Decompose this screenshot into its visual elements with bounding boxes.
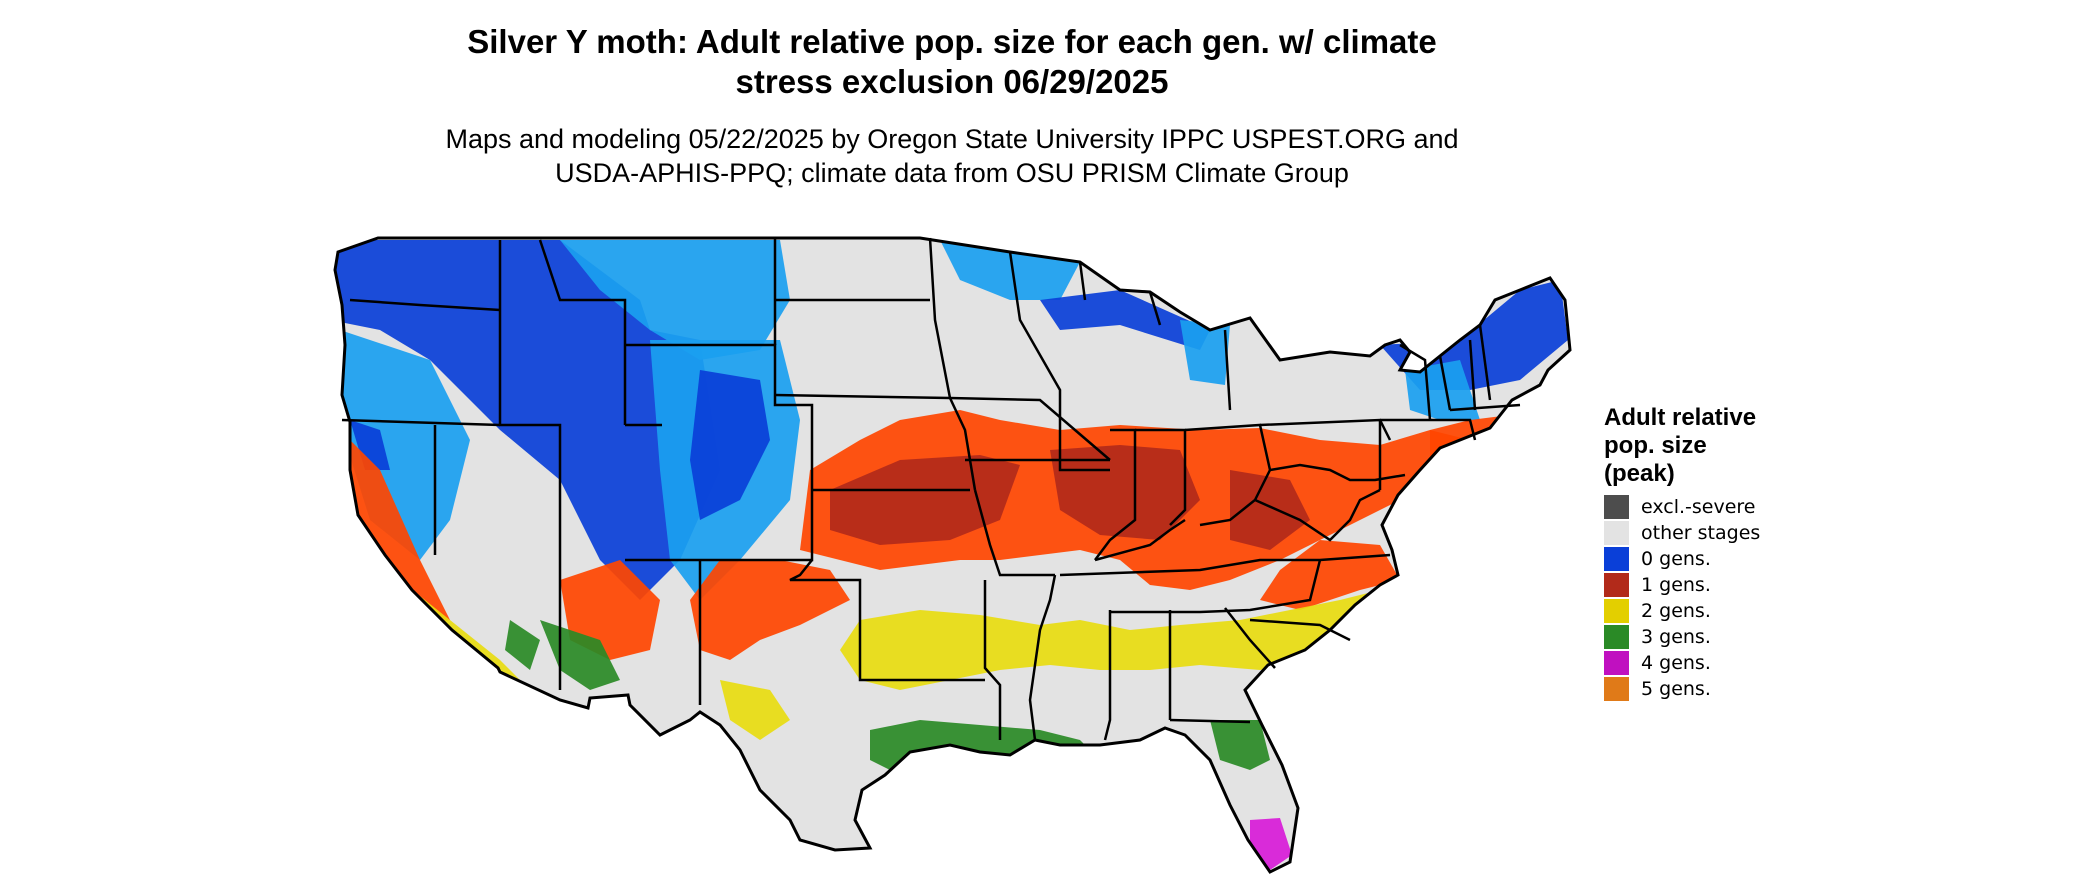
legend-swatch-1-gens (1604, 573, 1629, 597)
legend-swatch-5-gens (1604, 677, 1629, 701)
legend-item-2-gens: 2 gens. (1604, 598, 1760, 624)
zone-4-gens (860, 800, 1292, 870)
map-title-line-1: Silver Y moth: Adult relative pop. size … (467, 23, 1437, 60)
map-title-line-2: stress exclusion 06/29/2025 (735, 63, 1169, 100)
zone-0-gens (335, 240, 1568, 600)
legend: Adult relative pop. size (peak) excl.-se… (1604, 404, 1760, 702)
legend-item-5-gens: 5 gens. (1604, 676, 1760, 702)
legend-label-0-gens: 0 gens. (1641, 548, 1711, 570)
legend-label-other-stages: other stages (1641, 522, 1761, 544)
legend-swatch-other-stages (1604, 521, 1629, 545)
legend-label-excl-severe: excl.-severe (1641, 496, 1756, 518)
map-subtitle-line-2: USDA-APHIS-PPQ; climate data from OSU PR… (555, 158, 1349, 188)
legend-swatch-3-gens (1604, 625, 1629, 649)
legend-title-line-1: Adult relative (1604, 404, 1757, 431)
legend-title: Adult relative pop. size (peak) (1604, 404, 1760, 488)
map-subtitle-line-1: Maps and modeling 05/22/2025 by Oregon S… (445, 124, 1459, 154)
state-boundaries (333, 236, 1572, 874)
legend-item-3-gens: 3 gens. (1604, 624, 1760, 650)
legend-item-1-gens: 1 gens. (1604, 572, 1760, 598)
legend-swatch-2-gens (1604, 599, 1629, 623)
legend-item-excl-severe: excl.-severe (1604, 494, 1760, 520)
legend-item-0-gens: 0 gens. (1604, 546, 1760, 572)
legend-label-5-gens: 5 gens. (1641, 678, 1711, 700)
legend-title-line-2: pop. size (1604, 432, 1707, 459)
legend-label-4-gens: 4 gens. (1641, 652, 1711, 674)
legend-swatch-excl-severe (1604, 495, 1629, 519)
legend-swatch-4-gens (1604, 651, 1629, 675)
legend-label-3-gens: 3 gens. (1641, 626, 1711, 648)
legend-label-2-gens: 2 gens. (1641, 600, 1711, 622)
legend-label-1-gens: 1 gens. (1641, 574, 1711, 596)
legend-swatch-0-gens (1604, 547, 1629, 571)
legend-item-4-gens: 4 gens. (1604, 650, 1760, 676)
map-title: Silver Y moth: Adult relative pop. size … (0, 22, 1904, 102)
legend-item-other-stages: other stages (1604, 520, 1760, 546)
map-subtitle: Maps and modeling 05/22/2025 by Oregon S… (0, 122, 1904, 190)
legend-title-line-3: (peak) (1604, 460, 1675, 487)
